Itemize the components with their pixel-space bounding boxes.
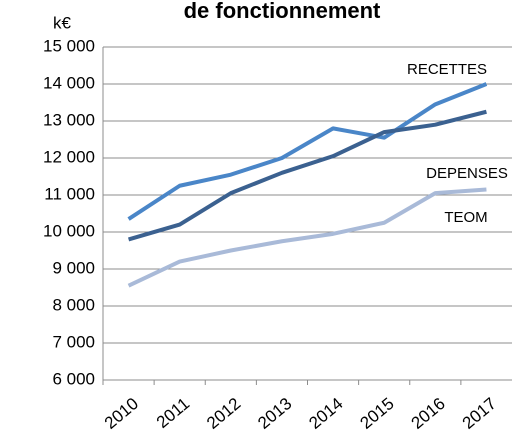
series-line xyxy=(127,82,488,221)
y-tick-label: 7 000 xyxy=(52,332,95,351)
series-line xyxy=(128,109,487,242)
y-tick-label: 14 000 xyxy=(43,73,95,92)
x-tick-label: 2010 xyxy=(101,394,142,433)
y-tick-label: 6 000 xyxy=(52,369,95,388)
x-tick-label: 2013 xyxy=(254,394,295,433)
x-tick-label: 2014 xyxy=(305,394,346,433)
x-tick-label: 2016 xyxy=(408,394,449,433)
chart-title: de fonctionnement xyxy=(184,0,381,23)
y-tick-label: 12 000 xyxy=(43,147,95,166)
y-axis-label: k€ xyxy=(53,13,72,32)
y-tick-label: 10 000 xyxy=(43,221,95,240)
x-tick-label: 2012 xyxy=(203,394,244,433)
x-tick-label: 2017 xyxy=(459,394,500,433)
y-tick-label: 8 000 xyxy=(52,295,95,314)
y-tick-label: 11 000 xyxy=(44,184,95,203)
y-tick-label: 15 000 xyxy=(43,36,95,55)
x-tick-label: 2011 xyxy=(153,394,193,432)
y-tick-label: 13 000 xyxy=(43,110,95,129)
y-tick-label: 9 000 xyxy=(52,258,95,277)
series-label: RECETTES xyxy=(407,61,487,78)
series-label: TEOM xyxy=(444,209,487,226)
x-tick-label: 2015 xyxy=(356,394,397,433)
series-label: DEPENSES xyxy=(426,165,508,182)
series-line xyxy=(127,187,487,288)
